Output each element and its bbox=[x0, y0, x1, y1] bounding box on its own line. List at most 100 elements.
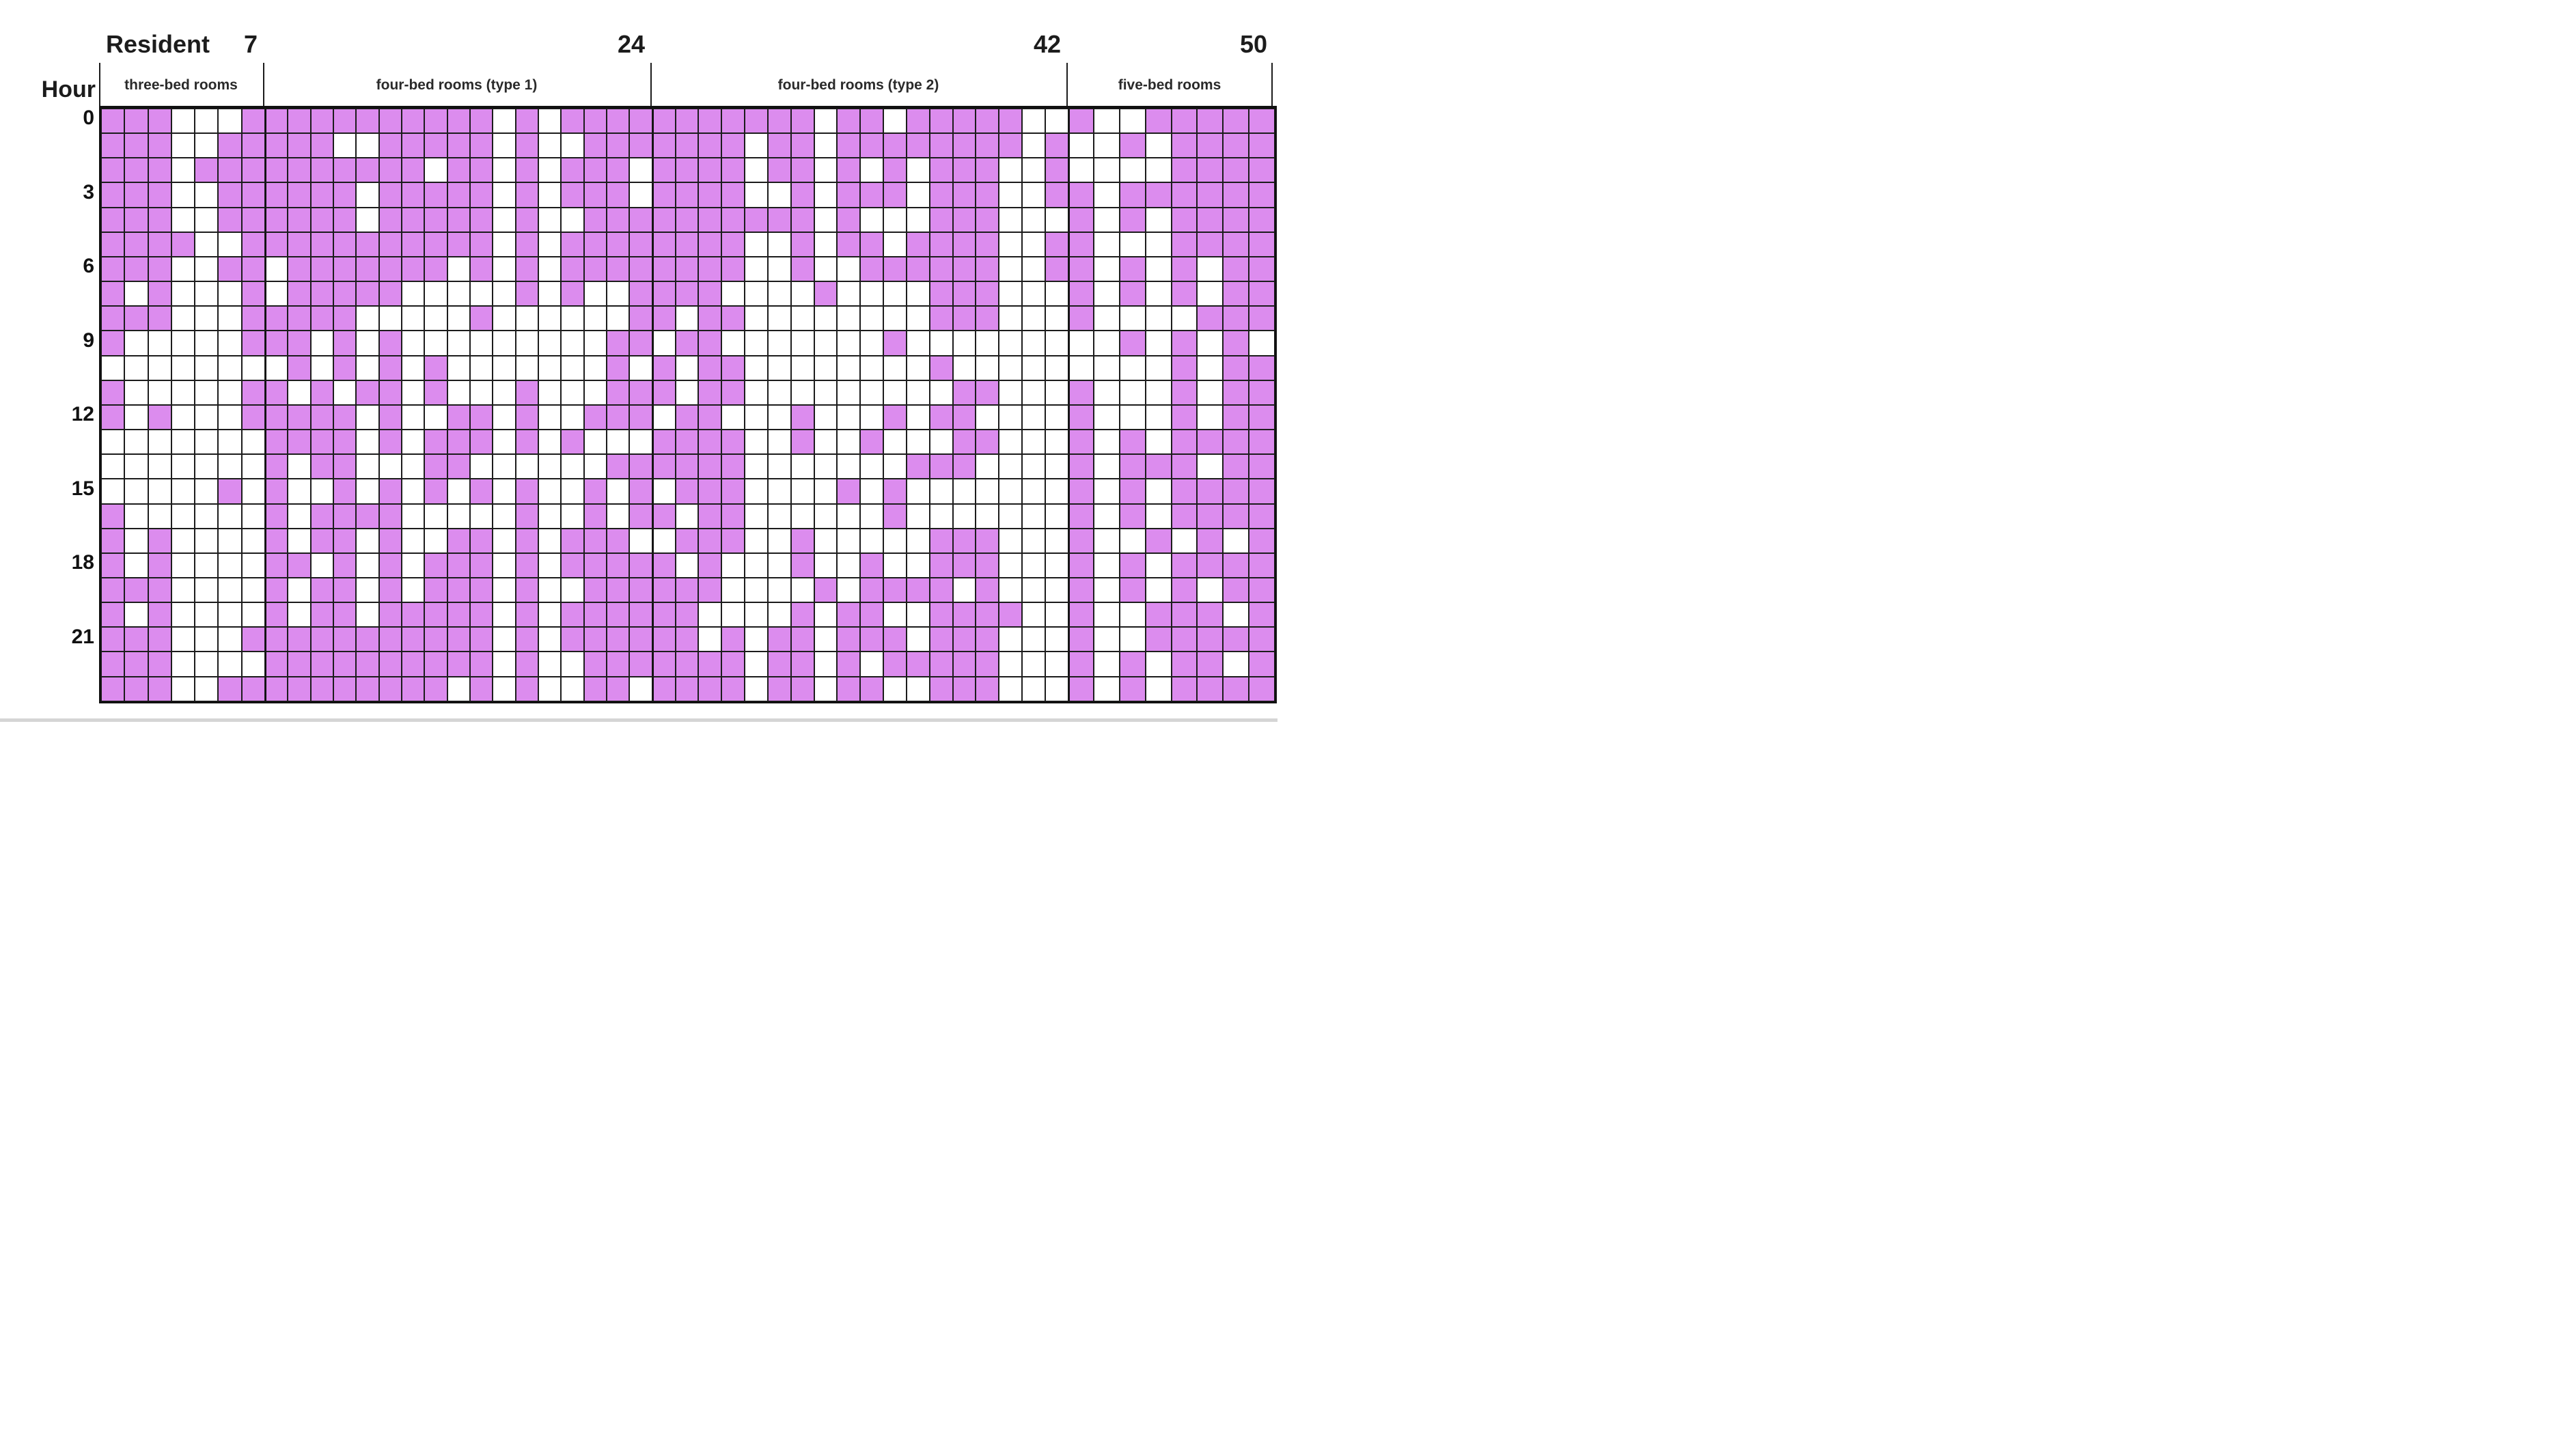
heatmap-cell bbox=[790, 479, 814, 504]
heatmap-row-hour-21 bbox=[101, 627, 1275, 652]
heatmap-cell bbox=[171, 232, 195, 257]
heatmap-row-hour-23 bbox=[101, 676, 1275, 701]
heatmap-cell bbox=[288, 602, 311, 628]
heatmap-cell bbox=[402, 207, 425, 232]
heatmap-cell bbox=[218, 281, 242, 307]
heatmap-cell bbox=[561, 281, 584, 307]
heatmap-cell bbox=[218, 256, 242, 282]
heatmap-cell bbox=[675, 577, 699, 603]
heatmap-cell bbox=[1045, 479, 1068, 504]
heatmap-cell bbox=[999, 331, 1023, 356]
heatmap-cell bbox=[652, 232, 676, 257]
heatmap-cell bbox=[976, 404, 999, 430]
heatmap-cell bbox=[952, 404, 976, 430]
heatmap-cell bbox=[976, 306, 999, 331]
heatmap-cell bbox=[860, 430, 884, 455]
heatmap-cell bbox=[767, 627, 791, 652]
heatmap-cell bbox=[860, 676, 884, 701]
heatmap-cell bbox=[1094, 207, 1120, 232]
heatmap-cell bbox=[837, 602, 861, 628]
heatmap-cell bbox=[629, 133, 652, 158]
heatmap-cell bbox=[814, 380, 838, 405]
heatmap-cell bbox=[538, 528, 562, 553]
heatmap-cell bbox=[538, 577, 562, 603]
heatmap-cell bbox=[883, 503, 907, 529]
section-label-4: five-bed rooms bbox=[1118, 77, 1221, 93]
heatmap-cell bbox=[241, 602, 265, 628]
heatmap-cell bbox=[333, 430, 357, 455]
heatmap-cell bbox=[1145, 281, 1172, 307]
heatmap-cell bbox=[333, 479, 357, 504]
heatmap-cell bbox=[583, 577, 607, 603]
heatmap-cell bbox=[470, 577, 493, 603]
heatmap-cell bbox=[378, 207, 402, 232]
heatmap-cell bbox=[424, 158, 447, 183]
heatmap-cell bbox=[1248, 404, 1275, 430]
heatmap-cell bbox=[264, 430, 288, 455]
heatmap-cell bbox=[1022, 404, 1045, 430]
heatmap-cell bbox=[860, 454, 884, 479]
heatmap-cell bbox=[493, 256, 516, 282]
heatmap-cell bbox=[515, 331, 539, 356]
heatmap-grid bbox=[99, 106, 1277, 703]
heatmap-cell bbox=[378, 182, 402, 208]
hour-tick-15: 15 bbox=[71, 477, 94, 500]
heatmap-cell bbox=[1068, 652, 1094, 677]
heatmap-cell bbox=[1197, 430, 1224, 455]
heatmap-cell bbox=[148, 109, 171, 134]
heatmap-cell bbox=[1094, 133, 1120, 158]
heatmap-cell bbox=[1248, 182, 1275, 208]
heatmap-cell bbox=[583, 355, 607, 380]
heatmap-cell bbox=[837, 133, 861, 158]
heatmap-cell bbox=[470, 479, 493, 504]
heatmap-cell bbox=[1120, 331, 1146, 356]
heatmap-cell bbox=[767, 182, 791, 208]
heatmap-cell bbox=[629, 479, 652, 504]
heatmap-cell bbox=[837, 404, 861, 430]
heatmap-cell bbox=[356, 158, 379, 183]
heatmap-cell bbox=[883, 109, 907, 134]
heatmap-cell bbox=[101, 232, 125, 257]
heatmap-cell bbox=[1171, 380, 1198, 405]
heatmap-cell bbox=[952, 577, 976, 603]
heatmap-cell bbox=[195, 306, 219, 331]
heatmap-cell bbox=[424, 182, 447, 208]
heatmap-cell bbox=[493, 281, 516, 307]
heatmap-cell bbox=[745, 552, 768, 578]
heatmap-cell bbox=[148, 430, 171, 455]
heatmap-cell bbox=[860, 256, 884, 282]
heatmap-cell bbox=[288, 676, 311, 701]
heatmap-cell bbox=[310, 256, 333, 282]
heatmap-cell bbox=[356, 355, 379, 380]
heatmap-cell bbox=[883, 355, 907, 380]
heatmap-cell bbox=[1171, 676, 1198, 701]
heatmap-cell bbox=[171, 454, 195, 479]
heatmap-cell bbox=[583, 380, 607, 405]
heatmap-cell bbox=[241, 232, 265, 257]
heatmap-cell bbox=[976, 602, 999, 628]
heatmap-cell bbox=[333, 109, 357, 134]
heatmap-cell bbox=[629, 281, 652, 307]
heatmap-cell bbox=[538, 676, 562, 701]
heatmap-row-hour-3 bbox=[101, 182, 1275, 208]
heatmap-cell bbox=[583, 552, 607, 578]
heatmap-cell bbox=[999, 430, 1023, 455]
heatmap-cell bbox=[814, 503, 838, 529]
heatmap-cell bbox=[837, 109, 861, 134]
heatmap-cell bbox=[447, 306, 471, 331]
heatmap-cell bbox=[629, 331, 652, 356]
heatmap-cell bbox=[1145, 528, 1172, 553]
heatmap-cell bbox=[1197, 306, 1224, 331]
heatmap-cell bbox=[288, 355, 311, 380]
heatmap-cell bbox=[402, 430, 425, 455]
heatmap-cell bbox=[195, 207, 219, 232]
heatmap-cell bbox=[378, 281, 402, 307]
heatmap-cell bbox=[124, 182, 148, 208]
heatmap-cell bbox=[837, 331, 861, 356]
heatmap-cell bbox=[424, 133, 447, 158]
heatmap-cell bbox=[767, 577, 791, 603]
heatmap-row-hour-6 bbox=[101, 256, 1275, 282]
heatmap-cell bbox=[447, 109, 471, 134]
heatmap-cell bbox=[790, 552, 814, 578]
heatmap-cell bbox=[310, 207, 333, 232]
